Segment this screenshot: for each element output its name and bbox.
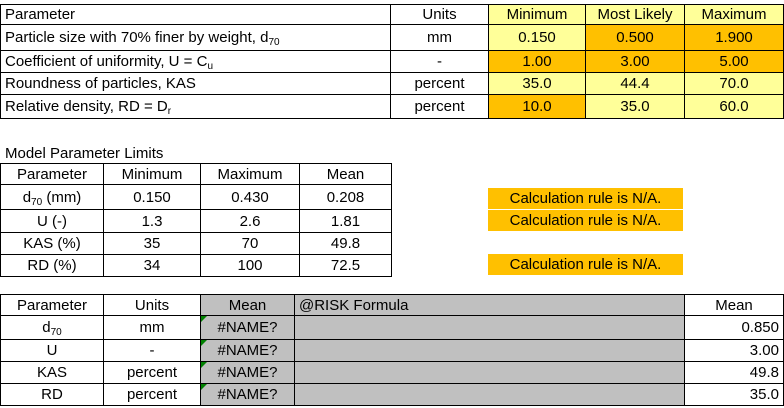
header-maximum[interactable]: Maximum <box>684 4 784 25</box>
parameter-cell[interactable]: d70 <box>0 315 104 340</box>
units-cell[interactable]: percent <box>390 72 489 95</box>
parameter-cell[interactable]: U (-) <box>0 209 104 233</box>
maximum-cell[interactable]: 60.0 <box>684 94 784 119</box>
header-mean[interactable]: Mean <box>299 163 392 185</box>
table-row: Roundness of particles, KAS percent 35.0… <box>0 72 784 95</box>
parameter-cell[interactable]: KAS <box>0 361 104 384</box>
maximum-cell[interactable]: 70.0 <box>684 72 784 95</box>
mean-value-cell[interactable]: 35.0 <box>684 383 784 406</box>
minimum-cell[interactable]: 0.150 <box>103 184 201 210</box>
mean-cell[interactable]: 72.5 <box>299 254 392 277</box>
input-header-row: Parameter Units Minimum Most Likely Maxi… <box>0 4 784 25</box>
table-row: KAS percent #NAME? 49.8 <box>0 361 784 384</box>
most-likely-cell[interactable]: 3.00 <box>585 50 685 73</box>
minimum-cell[interactable]: 35.0 <box>488 72 586 95</box>
mean-cell[interactable]: 49.8 <box>299 232 392 255</box>
limits-caption: Model Parameter Limits <box>5 145 164 162</box>
error-flag-icon <box>201 316 207 322</box>
minimum-cell[interactable]: 1.3 <box>103 209 201 233</box>
parameter-cell[interactable]: d70 (mm) <box>0 184 104 210</box>
parameter-cell[interactable]: Roundness of particles, KAS <box>0 72 391 95</box>
parameter-cell[interactable]: Coefficient of uniformity, U = Cu <box>0 50 391 73</box>
header-mean-value[interactable]: Mean <box>684 294 784 316</box>
units-cell[interactable]: percent <box>390 94 489 119</box>
header-mean[interactable]: Mean <box>200 294 295 316</box>
maximum-cell[interactable]: 0.430 <box>200 184 300 210</box>
calculation-notice: Calculation rule is N/A. <box>488 188 683 209</box>
parameter-cell[interactable]: Relative density, RD = Dr <box>0 94 391 119</box>
error-flag-icon <box>201 384 207 390</box>
header-parameter[interactable]: Parameter <box>0 163 104 185</box>
error-flag-icon <box>201 340 207 346</box>
units-cell[interactable]: percent <box>103 383 201 406</box>
mean-value-cell[interactable]: 0.850 <box>684 315 784 340</box>
mean-formula-cell[interactable]: #NAME? <box>200 315 295 340</box>
table-row: U - #NAME? 3.00 <box>0 339 784 362</box>
mean-formula-cell[interactable]: #NAME? <box>200 383 295 406</box>
error-flag-icon <box>201 362 207 368</box>
header-risk-formula[interactable]: @RISK Formula <box>294 294 685 316</box>
most-likely-cell[interactable]: 44.4 <box>585 72 685 95</box>
risk-formula-cell[interactable] <box>294 361 685 384</box>
most-likely-cell[interactable]: 0.500 <box>585 24 685 51</box>
minimum-cell[interactable]: 35 <box>103 232 201 255</box>
table-row: d70 (mm) 0.150 0.430 0.208 <box>0 184 392 210</box>
header-minimum[interactable]: Minimum <box>103 163 201 185</box>
input-parameter-table: Parameter Units Minimum Most Likely Maxi… <box>0 4 784 119</box>
table-row: RD (%) 34 100 72.5 <box>0 254 392 277</box>
header-parameter[interactable]: Parameter <box>0 4 391 25</box>
header-minimum[interactable]: Minimum <box>488 4 586 25</box>
parameter-cell[interactable]: U <box>0 339 104 362</box>
parameter-cell[interactable]: Particle size with 70% finer by weight, … <box>0 24 391 51</box>
most-likely-cell[interactable]: 35.0 <box>585 94 685 119</box>
risk-formula-cell[interactable] <box>294 339 685 362</box>
minimum-cell[interactable]: 34 <box>103 254 201 277</box>
mean-cell[interactable]: 1.81 <box>299 209 392 233</box>
units-cell[interactable]: - <box>103 339 201 362</box>
formula-header-row: Parameter Units Mean @RISK Formula Mean <box>0 294 784 316</box>
maximum-cell[interactable]: 1.900 <box>684 24 784 51</box>
parameter-cell[interactable]: RD (%) <box>0 254 104 277</box>
units-cell[interactable]: - <box>390 50 489 73</box>
mean-formula-cell[interactable]: #NAME? <box>200 361 295 384</box>
table-row: KAS (%) 35 70 49.8 <box>0 232 392 255</box>
table-row: Relative density, RD = Dr percent 10.0 3… <box>0 94 784 119</box>
table-row: Particle size with 70% finer by weight, … <box>0 24 784 51</box>
units-cell[interactable]: mm <box>103 315 201 340</box>
header-units[interactable]: Units <box>103 294 201 316</box>
parameter-cell[interactable]: KAS (%) <box>0 232 104 255</box>
risk-formula-cell[interactable] <box>294 315 685 340</box>
table-row: d70 mm #NAME? 0.850 <box>0 315 784 340</box>
mean-formula-cell[interactable]: #NAME? <box>200 339 295 362</box>
header-most-likely[interactable]: Most Likely <box>585 4 685 25</box>
formula-table: Parameter Units Mean @RISK Formula Mean … <box>0 294 784 406</box>
units-cell[interactable]: percent <box>103 361 201 384</box>
table-row: Coefficient of uniformity, U = Cu - 1.00… <box>0 50 784 73</box>
maximum-cell[interactable]: 100 <box>200 254 300 277</box>
calculation-notice: Calculation rule is N/A. <box>488 254 683 275</box>
parameter-cell[interactable]: RD <box>0 383 104 406</box>
header-parameter[interactable]: Parameter <box>0 294 104 316</box>
mean-cell[interactable]: 0.208 <box>299 184 392 210</box>
maximum-cell[interactable]: 70 <box>200 232 300 255</box>
table-row: U (-) 1.3 2.6 1.81 <box>0 209 392 233</box>
maximum-cell[interactable]: 2.6 <box>200 209 300 233</box>
calculation-notice: Calculation rule is N/A. <box>488 210 683 231</box>
minimum-cell[interactable]: 1.00 <box>488 50 586 73</box>
table-row: RD percent #NAME? 35.0 <box>0 383 784 406</box>
limits-header-row: Parameter Minimum Maximum Mean <box>0 163 392 185</box>
limits-table: Parameter Minimum Maximum Mean d70 (mm) … <box>0 163 392 277</box>
minimum-cell[interactable]: 0.150 <box>488 24 586 51</box>
mean-value-cell[interactable]: 3.00 <box>684 339 784 362</box>
risk-formula-cell[interactable] <box>294 383 685 406</box>
header-units[interactable]: Units <box>390 4 489 25</box>
maximum-cell[interactable]: 5.00 <box>684 50 784 73</box>
header-maximum[interactable]: Maximum <box>200 163 300 185</box>
units-cell[interactable]: mm <box>390 24 489 51</box>
minimum-cell[interactable]: 10.0 <box>488 94 586 119</box>
mean-value-cell[interactable]: 49.8 <box>684 361 784 384</box>
